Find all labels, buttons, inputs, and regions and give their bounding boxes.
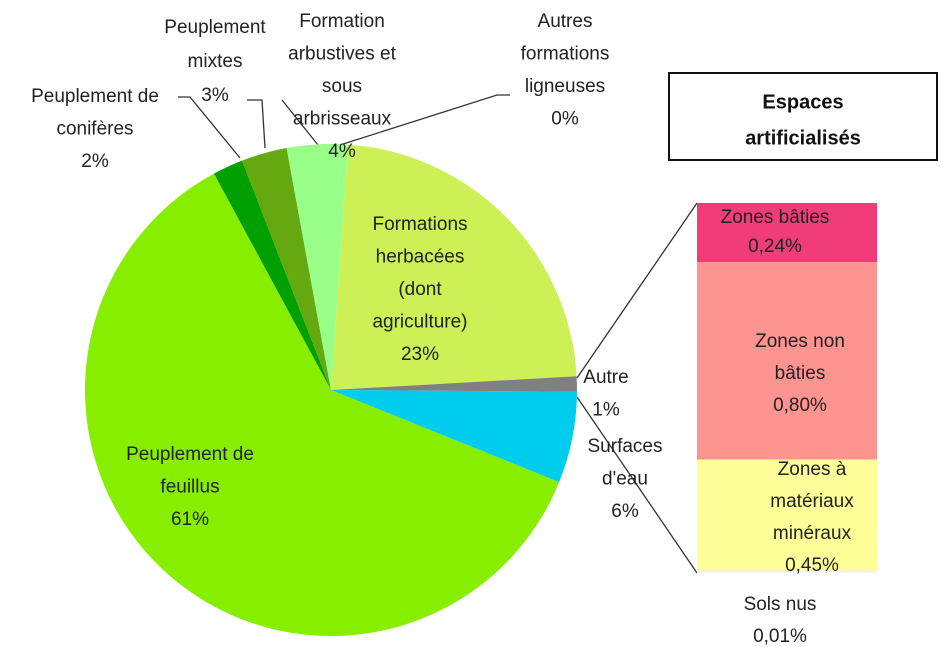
value-label: 0,80% (773, 395, 827, 416)
value-label: 1% (592, 400, 620, 421)
label: Zones à (778, 459, 847, 480)
value-label: 0,45% (785, 555, 839, 576)
leader-line (281, 99, 319, 146)
leader-line (339, 94, 510, 146)
label: Zones non (755, 331, 845, 352)
label: ligneuses (525, 76, 605, 97)
label: agriculture) (372, 312, 467, 333)
leader-line (178, 96, 241, 159)
label: Surfaces (588, 436, 663, 457)
label: arbustives et (288, 44, 396, 65)
pie-slice (286, 144, 349, 390)
label: Peuplement de (126, 444, 254, 465)
label: d'eau (602, 469, 648, 490)
value-label: 2% (81, 151, 109, 172)
value-label: 3% (201, 85, 229, 106)
label: herbacées (376, 247, 465, 268)
bar-segment (697, 459, 877, 571)
label: Peuplement (164, 17, 266, 38)
value-label: 0% (551, 109, 579, 130)
bar-title: artificialisés (745, 127, 861, 149)
pie-slice (84, 173, 560, 636)
label: feuillus (160, 477, 219, 498)
connector (576, 396, 698, 574)
label: Zones bâties (721, 207, 830, 228)
label: Sols nus (744, 594, 817, 615)
bar-segment (697, 203, 877, 263)
bar-title: Espaces (762, 91, 843, 113)
label: formations (521, 44, 610, 65)
label: bâties (775, 363, 826, 384)
bar-title-box (668, 72, 938, 161)
label: Peuplement de (31, 86, 159, 107)
value-label: 0,24% (748, 236, 802, 257)
pie-slice (213, 160, 331, 390)
value-label: 0,01% (753, 626, 807, 647)
bar-segment (697, 262, 877, 460)
label: Autres (538, 11, 593, 32)
value-label: 6% (611, 501, 639, 522)
value-label: 23% (401, 344, 439, 365)
label: conifères (56, 119, 133, 140)
label: arbrisseaux (293, 109, 392, 130)
value-label: 4% (328, 141, 356, 162)
label: sous (322, 76, 362, 97)
pie-slice (242, 148, 331, 390)
connector (576, 202, 698, 379)
pie-slice (331, 376, 577, 392)
label: Formation (299, 11, 385, 32)
bar-segment (697, 570, 877, 573)
value-label: 61% (171, 509, 209, 530)
leader-line (247, 99, 266, 149)
label: minéraux (773, 523, 852, 544)
pie (84, 144, 577, 636)
label: (dont (398, 279, 442, 300)
pie-slice (331, 144, 577, 390)
label: Formations (372, 214, 467, 235)
label: Autre (583, 367, 628, 388)
label: mixtes (188, 51, 243, 72)
pie-slice (331, 390, 577, 483)
label: matériaux (770, 491, 854, 512)
